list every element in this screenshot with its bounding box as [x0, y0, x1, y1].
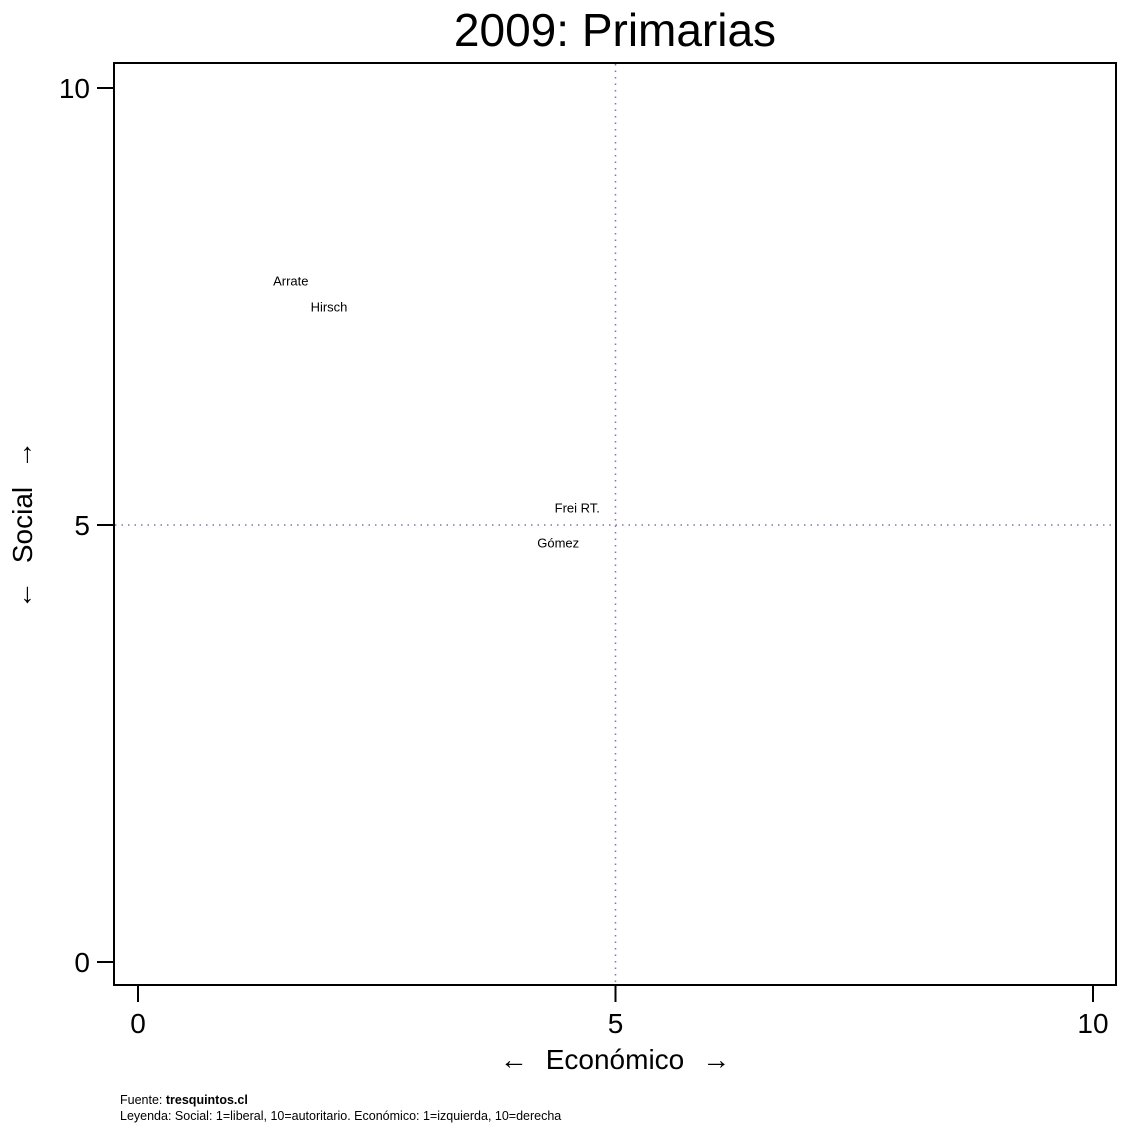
y-tick-label: 5 — [74, 510, 90, 541]
source-prefix: Fuente: — [120, 1093, 166, 1107]
y-tick-label: 10 — [59, 73, 90, 104]
x-axis: 0 5 10 — [130, 985, 1109, 1039]
x-arrow-right-icon: → — [702, 1044, 730, 1075]
y-arrow-down-icon: ← — [7, 581, 38, 609]
y-axis-label: Social — [7, 487, 38, 563]
data-point-label: Gómez — [537, 535, 579, 550]
source-name: tresquintos.cl — [165, 1093, 248, 1107]
y-tick-label: 0 — [74, 947, 90, 978]
data-point-label: Arrate — [273, 273, 308, 288]
data-point-label: Frei RT. — [555, 501, 600, 516]
source-line: Fuente: tresquintos.cl — [120, 1092, 561, 1108]
y-axis: 0 5 10 — [59, 73, 114, 978]
x-tick-label: 0 — [130, 1008, 146, 1039]
x-tick-label: 10 — [1077, 1008, 1108, 1039]
y-arrow-up-icon: → — [7, 441, 38, 469]
x-axis-label: Económico — [546, 1044, 685, 1075]
legend-line: Leyenda: Social: 1=liberal, 10=autoritar… — [120, 1109, 562, 1123]
chart-title: 2009: Primarias — [454, 4, 776, 56]
footer: Fuente: tresquintos.cl Leyenda: Social: … — [120, 1092, 561, 1124]
x-tick-label: 5 — [608, 1008, 624, 1039]
reference-lines — [115, 64, 1115, 984]
data-point-label: Hirsch — [311, 300, 348, 315]
x-axis-title: ← Económico → — [500, 1044, 731, 1075]
x-arrow-left-icon: ← — [500, 1044, 528, 1075]
y-axis-title: ← Social → — [7, 441, 38, 609]
